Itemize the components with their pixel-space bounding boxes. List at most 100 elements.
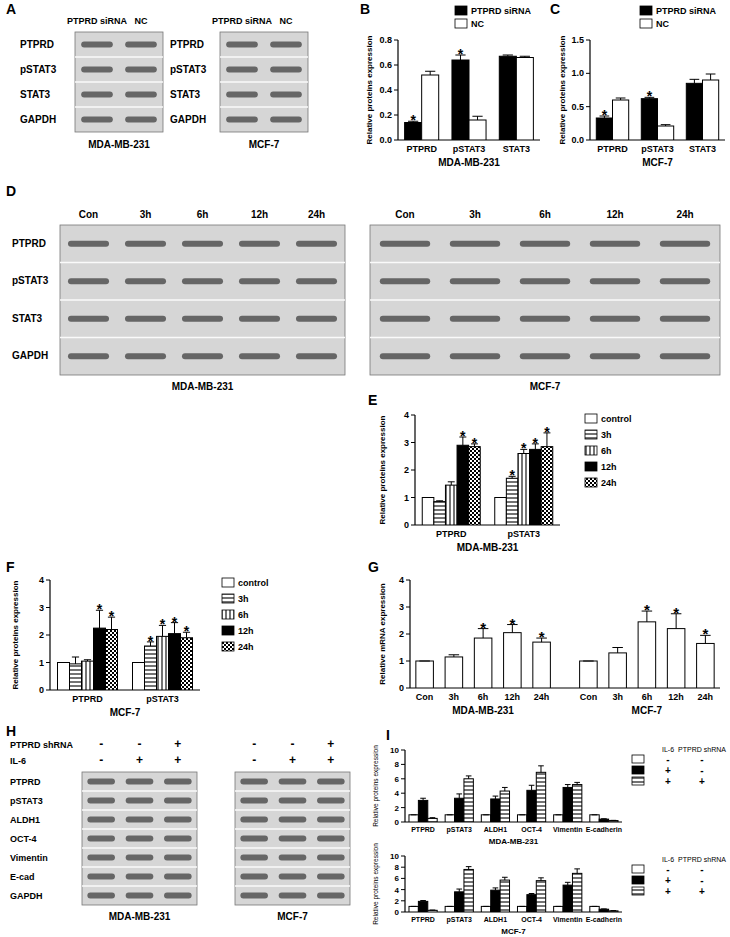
band — [279, 817, 307, 823]
bar — [491, 890, 500, 912]
label: 0.6 — [379, 60, 392, 70]
band — [590, 241, 640, 247]
error-bar — [601, 818, 607, 819]
band — [182, 316, 223, 322]
band — [317, 836, 345, 842]
category-label: pSTAT3 — [641, 144, 674, 154]
error-cap — [425, 497, 432, 498]
error-cap — [616, 98, 626, 99]
band — [317, 798, 345, 804]
bars — [405, 55, 534, 140]
legend-swatch — [640, 6, 652, 15]
error-stem — [75, 657, 76, 664]
error-cap — [529, 785, 535, 786]
band — [317, 817, 345, 823]
band — [68, 353, 109, 359]
error-bar — [456, 889, 462, 892]
legend-label: control — [238, 578, 269, 588]
significance: * — [148, 633, 154, 649]
condition-sign: + — [327, 737, 334, 751]
legend-swatch — [222, 642, 234, 651]
band — [182, 278, 223, 284]
lane-label: NC — [280, 16, 293, 26]
band — [270, 42, 302, 48]
strip-divider — [370, 262, 720, 264]
bar — [506, 478, 518, 525]
band — [240, 893, 268, 899]
condition-label: PTPRD shRNA — [10, 740, 74, 750]
significance: * — [544, 424, 550, 440]
legend-header: PTPRD shRNA — [678, 746, 726, 753]
legend-sign: - — [700, 754, 703, 765]
category-label: ALDH1 — [484, 916, 507, 923]
y-tick — [394, 65, 398, 66]
row-label: PTPRD — [10, 777, 41, 787]
error-cap — [411, 906, 417, 907]
legend-label: 6h — [238, 610, 249, 620]
error-cap — [425, 71, 435, 72]
band — [125, 353, 166, 359]
error-bar — [84, 660, 91, 661]
bar — [638, 622, 656, 688]
condition-sign: - — [252, 737, 256, 751]
category-label: pSTAT3 — [447, 916, 473, 924]
band — [450, 278, 500, 284]
category-label: ALDH1 — [484, 826, 507, 833]
y-tick — [586, 140, 590, 141]
lane-label: Con — [79, 209, 98, 220]
error-cap — [502, 877, 508, 878]
legend-swatch — [585, 430, 597, 439]
significance: * — [533, 435, 539, 451]
x-axis-label: MCF-7 — [110, 707, 141, 718]
significance: * — [539, 628, 545, 645]
legend-swatch — [632, 766, 644, 774]
error-bar — [556, 814, 562, 815]
y-tick — [406, 580, 410, 581]
significance: * — [509, 615, 515, 632]
legend-label: PTPRD siRNA — [471, 6, 532, 16]
legend-label: 24h — [238, 642, 254, 652]
label: 4 — [404, 410, 409, 420]
y-tick — [401, 867, 405, 868]
error-bar — [420, 900, 426, 902]
error-bar — [483, 814, 489, 815]
legend-label: 6h — [601, 446, 612, 456]
legend-swatch — [632, 887, 644, 895]
error-cap — [419, 661, 430, 662]
lane-label: 12h — [606, 209, 623, 220]
y-axis-label: Relative proteins expression — [365, 35, 374, 144]
error-bar — [430, 817, 436, 819]
error-bar — [519, 906, 525, 907]
error-cap — [411, 814, 417, 815]
bar — [504, 633, 522, 688]
legend-sign: + — [665, 875, 671, 886]
label: 1.5 — [571, 35, 584, 45]
bars — [58, 610, 193, 690]
bar — [70, 664, 82, 690]
row-label: Vimentin — [10, 853, 48, 863]
x-axis-label: MDA-MB-231 — [489, 837, 539, 846]
error-bar — [411, 814, 417, 815]
legend-swatch — [222, 610, 234, 619]
bar — [181, 638, 193, 690]
bar — [580, 661, 598, 688]
band — [126, 874, 154, 880]
band — [126, 779, 154, 785]
band — [296, 241, 337, 247]
bar — [445, 657, 463, 688]
strip-divider — [60, 299, 345, 301]
band — [125, 67, 157, 73]
y-tick — [406, 688, 410, 689]
error-bar — [456, 794, 462, 798]
bar — [527, 895, 536, 912]
band — [87, 874, 115, 880]
error-stem — [430, 71, 431, 75]
y-tick — [394, 115, 398, 116]
error-bar — [493, 888, 499, 890]
label: 8 — [395, 760, 400, 769]
bar — [82, 661, 94, 690]
bars — [416, 611, 714, 688]
label: 0 — [395, 908, 400, 917]
row-label: PTPRD — [12, 238, 46, 249]
panel-letter: B — [360, 1, 370, 17]
